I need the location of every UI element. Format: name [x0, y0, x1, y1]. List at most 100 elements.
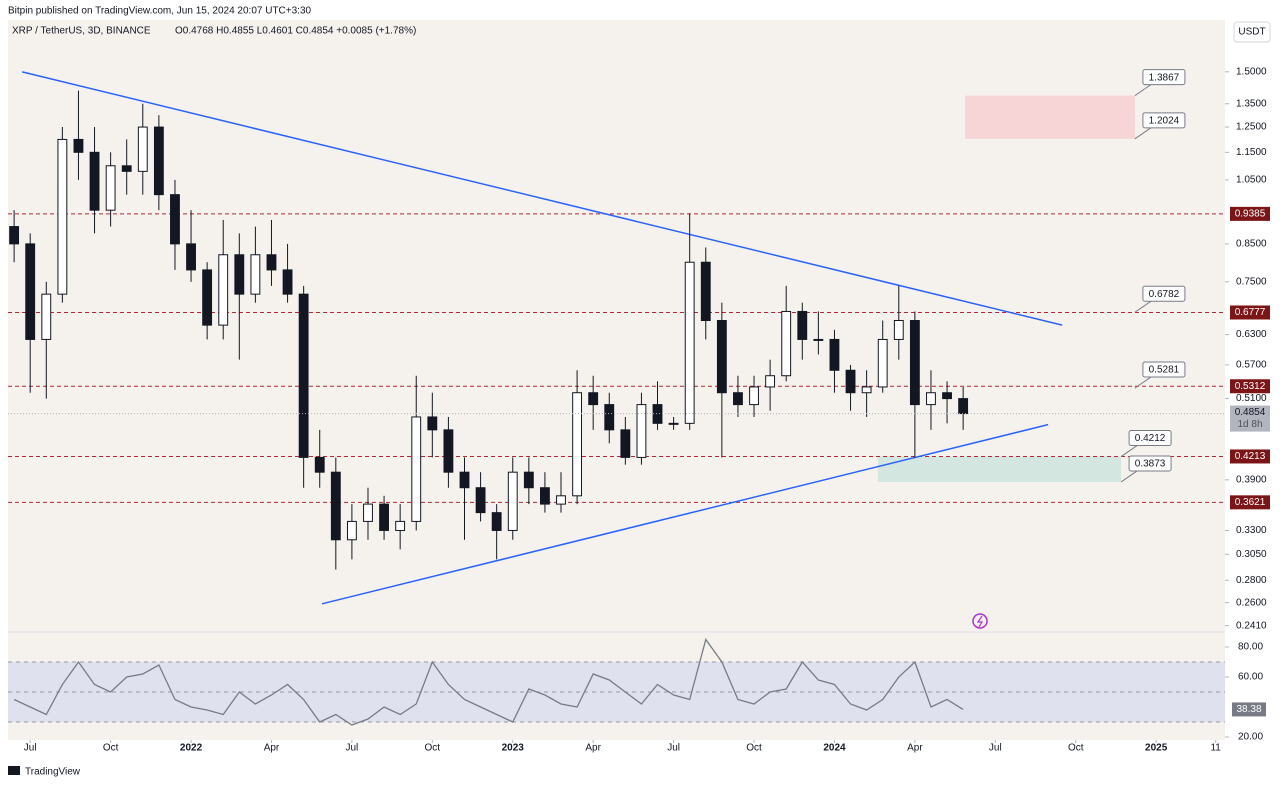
brand-name: TradingView	[25, 767, 81, 778]
candle-body	[845, 369, 856, 394]
x-tick-label: Oct	[1068, 743, 1084, 754]
callout-box	[1128, 430, 1172, 447]
candle-body	[41, 293, 52, 340]
candle-body	[202, 269, 213, 326]
rsi-y-tick-label: 60.00	[1238, 672, 1263, 683]
callout-box	[1142, 285, 1186, 302]
callout-pointer	[1134, 127, 1152, 140]
candle-body	[491, 512, 502, 531]
x-tick-label: Jul	[24, 743, 37, 754]
callout-label: 0.5281	[1149, 365, 1180, 376]
trendline	[21, 71, 1063, 326]
y-tick-label: 0.7500	[1236, 276, 1267, 287]
callout-pointer	[1120, 470, 1138, 483]
x-tick-label: 2023	[502, 743, 525, 754]
candle-body	[668, 422, 679, 425]
x-tick-label: Apr	[264, 743, 280, 754]
candle-body	[137, 126, 148, 172]
currency-label[interactable]: USDT	[1238, 27, 1265, 38]
callout-box	[1142, 112, 1186, 129]
candle-body	[829, 338, 840, 371]
y-tick-label: 0.3050	[1236, 549, 1267, 560]
callout-label: 1.3867	[1149, 72, 1180, 83]
candle-body	[314, 456, 325, 473]
x-tick-label: Oct	[746, 743, 762, 754]
y-tick-label: 1.5000	[1236, 66, 1267, 77]
x-tick-label: Jul	[989, 743, 1002, 754]
brand-logo	[8, 766, 20, 775]
y-tick-label: 1.1500	[1236, 147, 1267, 158]
level-tag	[1230, 305, 1270, 320]
level-tag-label: 0.9385	[1235, 209, 1266, 220]
currency-button[interactable]	[1233, 21, 1271, 43]
candle-body	[572, 392, 583, 497]
x-tick-label: Oct	[425, 743, 441, 754]
candle-body	[942, 392, 952, 400]
candle-body	[700, 261, 711, 322]
candle-body	[588, 392, 599, 406]
x-tick-label: 2022	[180, 743, 203, 754]
candle-body	[443, 429, 454, 473]
candle-body	[652, 404, 663, 424]
candle-body	[266, 254, 277, 271]
callout-label: 0.3873	[1135, 459, 1166, 470]
callout-pointer	[1134, 84, 1152, 97]
candle-body	[218, 254, 229, 326]
y-tick-label: 0.8500	[1236, 239, 1267, 250]
callout-box	[1142, 69, 1186, 86]
candle-body	[427, 416, 438, 431]
x-tick-label: Jul	[667, 743, 680, 754]
candle-body	[733, 392, 743, 406]
candle-body	[620, 429, 631, 458]
last-price-label: 0.4854	[1235, 407, 1266, 418]
rsi-y-tick-label: 20.00	[1238, 732, 1263, 743]
y-tick-label: 0.5100	[1236, 393, 1267, 404]
candle-body	[813, 338, 824, 341]
level-tag-label: 0.4213	[1235, 451, 1266, 462]
x-tick-label: Oct	[103, 743, 119, 754]
callout-label: 0.4212	[1135, 433, 1166, 444]
x-tick-label: Jul	[346, 743, 359, 754]
candle-body	[411, 416, 422, 522]
callout-label: 1.2024	[1149, 115, 1180, 126]
published-line: Bitpin published on TradingView.com, Jun…	[8, 6, 312, 17]
event-icon[interactable]	[972, 613, 988, 629]
y-tick-label: 0.3300	[1236, 525, 1267, 536]
x-tick-label: 2024	[823, 743, 846, 754]
rsi-line	[13, 638, 964, 726]
y-tick-label: 1.3500	[1236, 98, 1267, 109]
y-tick-label: 0.2410	[1236, 620, 1267, 631]
y-tick-label: 1.0500	[1236, 175, 1267, 186]
y-tick-label: 0.5700	[1236, 360, 1267, 371]
countdown-label: 1d 8h	[1237, 419, 1262, 430]
callout-box	[1142, 361, 1186, 378]
candle-body	[749, 386, 759, 406]
candle-body	[153, 126, 164, 196]
x-tick-label: 2025	[1145, 743, 1168, 754]
candle-body	[73, 138, 84, 153]
symbol-title: XRP / TetherUS, 3D, BINANCE	[12, 26, 151, 37]
candle-body	[330, 471, 341, 541]
candle-body	[893, 320, 904, 340]
last-price-tag	[1230, 405, 1270, 432]
x-tick-label: Apr	[907, 743, 923, 754]
candle-body	[523, 471, 534, 489]
candle-body	[926, 392, 936, 406]
candle-body	[684, 261, 695, 424]
candle-body	[9, 226, 20, 245]
candle-body	[89, 151, 100, 211]
x-tick-label: 11	[1210, 743, 1221, 754]
y-tick-label: 0.6300	[1236, 329, 1267, 340]
y-tick-label: 0.2600	[1236, 597, 1267, 608]
level-tag-label: 0.3621	[1235, 497, 1266, 508]
candle-body	[861, 386, 872, 394]
trendline	[321, 423, 1049, 605]
callout-pointer	[1134, 376, 1152, 389]
level-tag	[1230, 379, 1270, 394]
y-tick-label: 0.2800	[1236, 575, 1267, 586]
level-tag-label: 0.6777	[1235, 307, 1266, 318]
candle-body	[459, 471, 470, 489]
callout-pointer	[1134, 300, 1152, 313]
level-tag	[1230, 495, 1270, 510]
